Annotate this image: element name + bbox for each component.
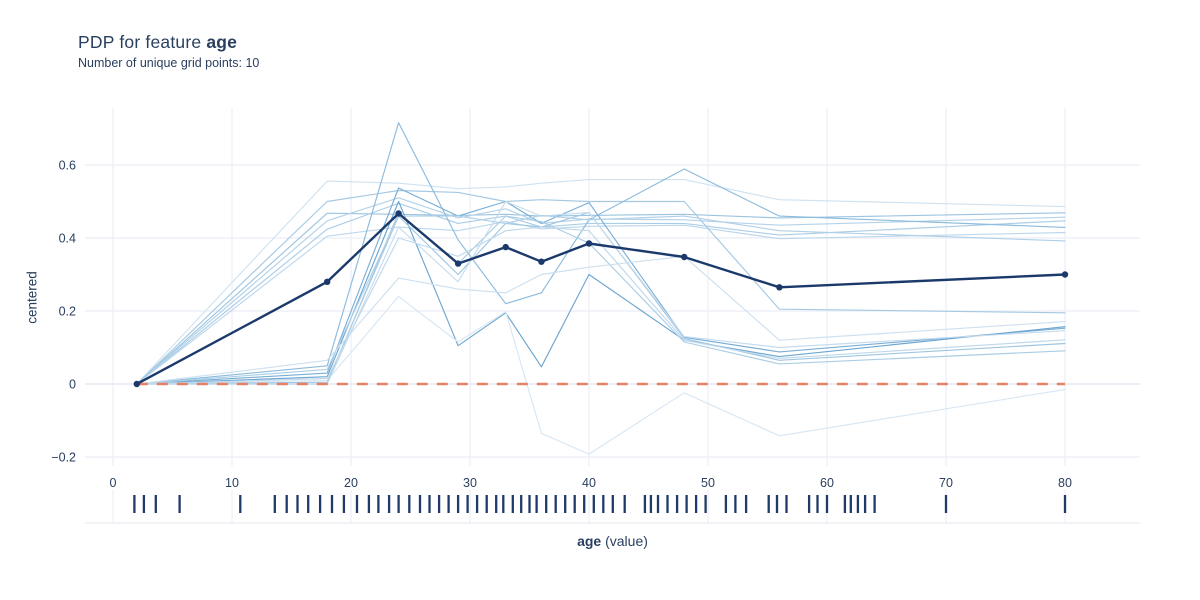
x-tick-label: 40	[582, 476, 596, 490]
x-axis-title-feature: age	[577, 533, 602, 549]
ice-line	[136, 200, 1066, 385]
ice-line	[136, 295, 1066, 455]
x-tick-label: 0	[110, 476, 117, 490]
ice-line	[136, 214, 1066, 385]
pdp-marker	[538, 258, 545, 265]
chart-subtitle: Number of unique grid points: 10	[78, 56, 260, 70]
chart-title: PDP for feature age	[78, 32, 259, 53]
x-tick-label: 80	[1058, 476, 1072, 490]
x-tick-label: 50	[701, 476, 715, 490]
pdp-marker	[454, 260, 462, 267]
pdp-marker	[395, 210, 402, 217]
pdp-marker	[681, 253, 688, 261]
y-tick-label: 0.2	[59, 304, 76, 318]
pdp-marker	[776, 284, 783, 291]
x-tick-label: 30	[463, 476, 477, 490]
ice-line	[136, 179, 1066, 385]
pdp-marker	[585, 240, 593, 247]
x-axis-title: age (value)	[85, 533, 1140, 549]
y-tick-label: 0.4	[59, 231, 76, 245]
chart-header: PDP for feature age Number of unique gri…	[78, 32, 259, 70]
pdp-marker	[133, 380, 140, 388]
y-tick-label: 0.6	[59, 158, 76, 172]
y-tick-label: 0	[69, 377, 76, 391]
ice-line	[136, 200, 1066, 385]
x-tick-label: 70	[939, 476, 953, 490]
ice-line	[136, 122, 1066, 385]
ice-line	[136, 189, 1066, 385]
ice-line	[136, 255, 1066, 385]
ice-line	[136, 202, 1066, 385]
ice-line	[136, 187, 1066, 385]
ice-line	[136, 197, 1066, 385]
x-tick-label: 20	[344, 476, 358, 490]
chart-title-feature: age	[206, 32, 238, 52]
pdp-line	[135, 212, 1067, 386]
ice-line	[136, 212, 1066, 385]
pdp-marker	[324, 278, 331, 285]
y-tick-label: −0.2	[51, 450, 76, 464]
chart-title-prefix: PDP for feature	[78, 32, 207, 52]
x-tick-label: 60	[820, 476, 834, 490]
ice-line	[136, 226, 1066, 385]
y-axis-title: centered	[24, 271, 40, 324]
pdp-marker	[1061, 271, 1069, 278]
x-tick-label: 10	[225, 476, 239, 490]
x-axis-title-suffix: (value)	[601, 533, 648, 549]
pdp-marker	[502, 243, 509, 251]
